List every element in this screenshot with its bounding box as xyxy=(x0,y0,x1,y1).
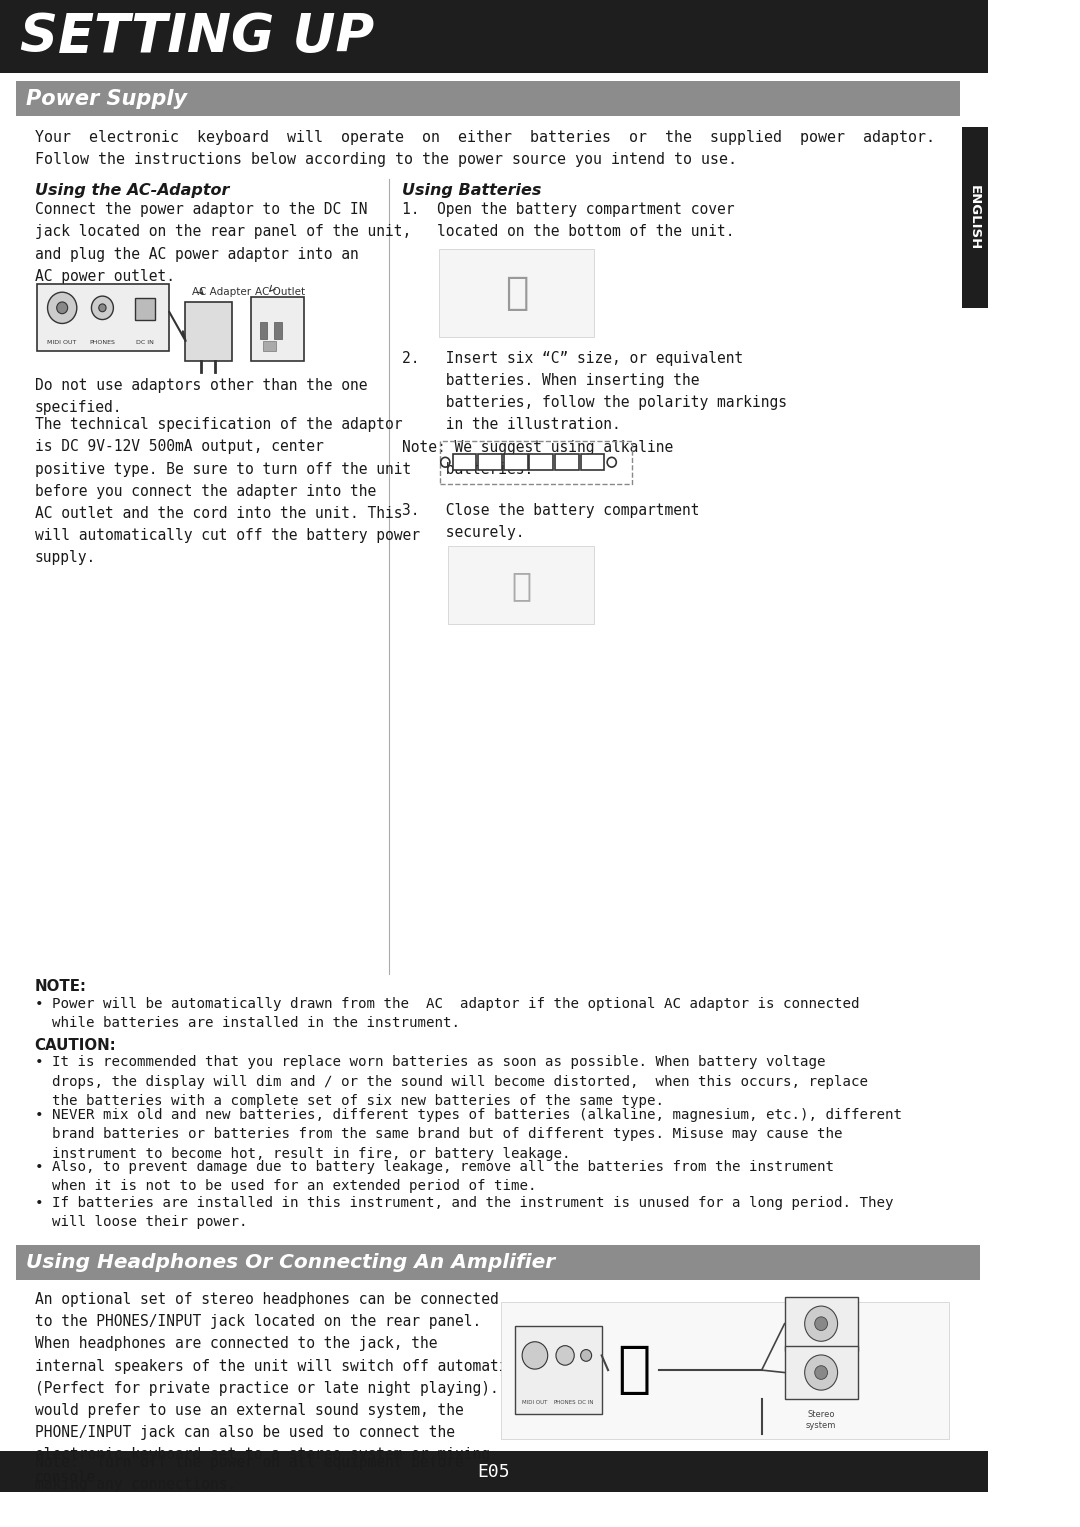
Circle shape xyxy=(581,1350,592,1361)
Text: The technical specification of the adaptor
is DC 9V-12V 500mA output, center
pos: The technical specification of the adapt… xyxy=(35,417,420,565)
Text: Using the AC-Adaptor: Using the AC-Adaptor xyxy=(35,183,229,197)
Bar xyxy=(581,455,605,470)
Circle shape xyxy=(48,292,77,324)
Text: DC IN: DC IN xyxy=(136,341,154,345)
Circle shape xyxy=(556,1345,575,1365)
Text: PHONES: PHONES xyxy=(554,1400,577,1405)
Text: 3.   Close the battery compartment
     securely.: 3. Close the battery compartment securel… xyxy=(403,504,700,541)
Text: Power Supply: Power Supply xyxy=(26,89,187,108)
Text: ✋: ✋ xyxy=(505,275,528,312)
Bar xyxy=(784,1345,858,1399)
Bar xyxy=(438,249,594,337)
Circle shape xyxy=(522,1342,548,1370)
Bar xyxy=(478,455,502,470)
Bar xyxy=(264,341,276,351)
Bar xyxy=(135,298,156,319)
Text: • If batteries are installed in this instrument, and the instrument is unused fo: • If batteries are installed in this ins… xyxy=(35,1196,893,1229)
Text: SETTING UP: SETTING UP xyxy=(21,11,375,63)
Text: MIDI OUT: MIDI OUT xyxy=(48,341,77,345)
Bar xyxy=(0,1451,987,1492)
Text: 📦: 📦 xyxy=(511,570,531,602)
Text: Using Headphones Or Connecting An Amplifier: Using Headphones Or Connecting An Amplif… xyxy=(26,1254,555,1272)
Bar xyxy=(251,298,303,360)
Text: Do not use adaptors other than the one
specified.: Do not use adaptors other than the one s… xyxy=(35,379,367,415)
Text: AC Outlet: AC Outlet xyxy=(255,287,306,298)
Text: • It is recommended that you replace worn batteries as soon as possible. When ba: • It is recommended that you replace wor… xyxy=(35,1055,867,1109)
Bar xyxy=(37,284,170,351)
Text: DC IN: DC IN xyxy=(579,1400,594,1405)
Bar xyxy=(515,1325,602,1414)
Text: • Power will be automatically drawn from the  AC  adaptor if the optional AC ada: • Power will be automatically drawn from… xyxy=(35,997,860,1031)
Bar xyxy=(274,322,282,339)
Circle shape xyxy=(98,304,106,312)
Text: E05: E05 xyxy=(477,1463,510,1481)
Bar xyxy=(16,81,960,116)
Text: 🎧: 🎧 xyxy=(617,1344,650,1397)
Bar xyxy=(440,441,632,484)
Text: Your  electronic  keyboard  will  operate  on  either  batteries  or  the  suppl: Your electronic keyboard will operate on… xyxy=(35,130,935,166)
Bar xyxy=(962,127,987,308)
Text: An optional set of stereo headphones can be connected
to the PHONES/INPUT jack l: An optional set of stereo headphones can… xyxy=(35,1292,559,1484)
Bar xyxy=(448,547,594,625)
Bar xyxy=(453,455,476,470)
Circle shape xyxy=(92,296,113,319)
Text: • Also, to prevent damage due to battery leakage, remove all the batteries from : • Also, to prevent damage due to battery… xyxy=(35,1161,834,1193)
Circle shape xyxy=(56,302,68,313)
Text: Note:  Turn off the power on all equipment before
making any connections.: Note: Turn off the power on all equipmen… xyxy=(35,1455,463,1492)
Bar xyxy=(501,1301,949,1438)
Text: Stereo
system: Stereo system xyxy=(806,1409,836,1429)
Bar xyxy=(784,1296,858,1350)
Bar xyxy=(555,455,579,470)
Text: PHONES: PHONES xyxy=(90,341,116,345)
Text: 1.  Open the battery compartment cover
    located on the bottom of the unit.: 1. Open the battery compartment cover lo… xyxy=(403,202,734,240)
Text: Using Batteries: Using Batteries xyxy=(403,183,542,197)
Text: • NEVER mix old and new batteries, different types of batteries (alkaline, magne: • NEVER mix old and new batteries, diffe… xyxy=(35,1107,902,1161)
Bar xyxy=(16,1245,981,1280)
Bar xyxy=(185,302,232,360)
Circle shape xyxy=(805,1354,838,1390)
Circle shape xyxy=(805,1306,838,1341)
Bar xyxy=(259,322,267,339)
Text: 2.   Insert six “C” size, or equivalent
     batteries. When inserting the
     : 2. Insert six “C” size, or equivalent ba… xyxy=(403,351,787,476)
Text: Connect the power adaptor to the DC IN
jack located on the rear panel of the uni: Connect the power adaptor to the DC IN j… xyxy=(35,202,411,284)
Bar xyxy=(504,455,528,470)
Circle shape xyxy=(814,1316,827,1330)
Text: MIDI OUT: MIDI OUT xyxy=(523,1400,548,1405)
Text: ENGLISH: ENGLISH xyxy=(969,185,982,250)
Text: CAUTION:: CAUTION: xyxy=(35,1038,117,1052)
Circle shape xyxy=(814,1365,827,1379)
Bar xyxy=(529,455,553,470)
Bar xyxy=(0,0,987,73)
Text: AC Adapter: AC Adapter xyxy=(192,287,252,298)
Text: NOTE:: NOTE: xyxy=(35,979,86,994)
